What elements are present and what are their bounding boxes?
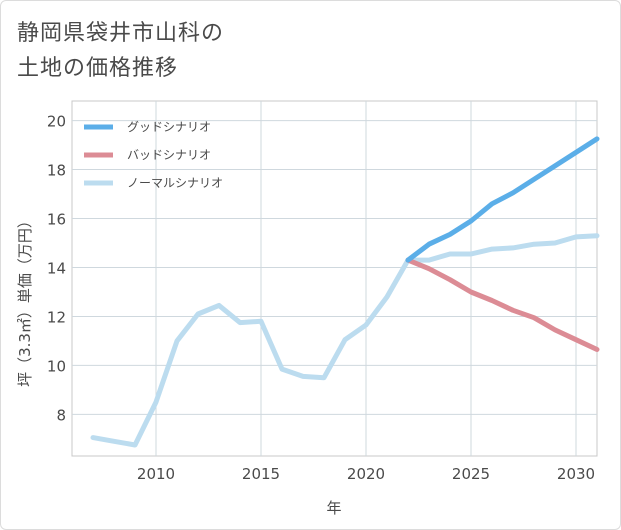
- y-tick-label: 12: [47, 308, 66, 326]
- x-tick-label: 2030: [557, 465, 595, 483]
- legend-label: ノーマルシナリオ: [127, 176, 223, 190]
- series-line-1: [405, 136, 600, 263]
- x-axis-title: 年: [326, 499, 341, 517]
- y-tick-label: 18: [47, 162, 66, 180]
- series-line-2: [405, 257, 600, 352]
- y-tick-label: 20: [47, 113, 66, 131]
- x-tick-label: 2020: [347, 465, 385, 483]
- legend-label: バッドシナリオ: [127, 148, 211, 162]
- x-tick-label: 2025: [452, 465, 490, 483]
- y-axis-title: 坪（3.3㎡）単価（万円）: [16, 213, 34, 387]
- legend-label: グッドシナリオ: [127, 120, 211, 134]
- y-tick-labels: 8 10 12 14 16 18 20: [47, 113, 66, 425]
- y-tick-label: 16: [47, 211, 66, 229]
- y-tick-label: 14: [47, 259, 66, 277]
- x-tick-label: 2010: [137, 465, 175, 483]
- y-tick-label: 8: [56, 406, 66, 424]
- title-line-1: 静岡県袋井市山科の: [17, 21, 225, 46]
- x-tick-label: 2015: [242, 465, 280, 483]
- y-tick-label: 10: [47, 357, 66, 375]
- x-tick-labels: 2010 2015 2020 2025 2030: [137, 465, 595, 483]
- chart-title: 静岡県袋井市山科の 土地の価格推移: [17, 16, 224, 86]
- title-line-2: 土地の価格推移: [17, 56, 179, 81]
- series-line-3: [90, 233, 600, 448]
- grid-lines: [72, 101, 597, 456]
- series-lines: [90, 136, 600, 448]
